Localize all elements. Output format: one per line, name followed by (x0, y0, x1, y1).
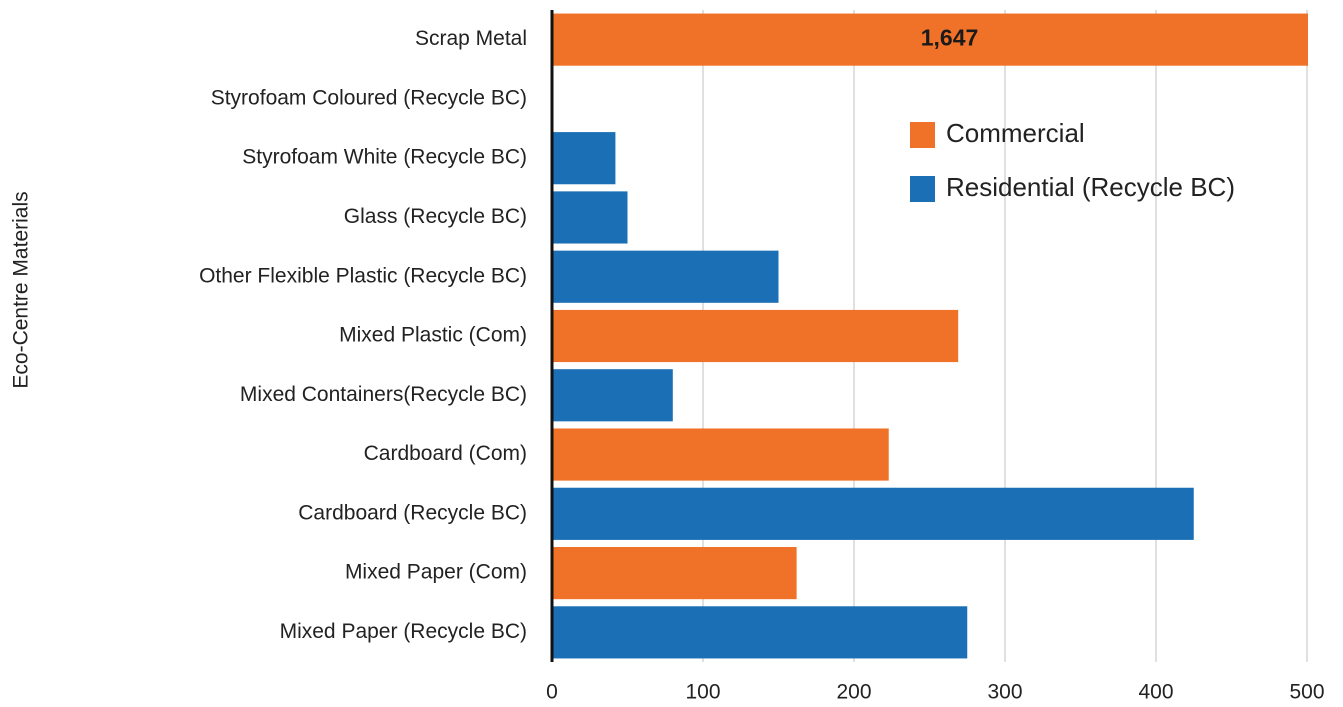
bar (552, 487, 1194, 540)
bar (552, 309, 959, 363)
bar (552, 191, 628, 244)
x-tick-label: 200 (836, 681, 871, 704)
x-tick-label: 300 (987, 681, 1022, 704)
bar (552, 547, 797, 600)
y-tick-label: Cardboard (Recycle BC) (298, 501, 527, 524)
bar (552, 132, 616, 185)
y-tick-label: Mixed Containers(Recycle BC) (240, 383, 527, 406)
y-axis-label: Eco-Centre Materials (10, 191, 33, 388)
y-tick-label: Mixed Plastic (Com) (339, 324, 527, 347)
y-tick-label: Scrap Metal (415, 27, 527, 50)
y-tick-label: Styrofoam Coloured (Recycle BC) (211, 86, 527, 109)
y-tick-label: Styrofoam White (Recycle BC) (242, 146, 527, 169)
x-tick-label: 100 (685, 681, 720, 704)
bar (552, 428, 889, 481)
y-tick-label: Mixed Paper (Com) (345, 561, 527, 584)
legend-swatch (910, 176, 935, 202)
y-tick-label: Other Flexible Plastic (Recycle BC) (199, 264, 527, 287)
bar (552, 369, 673, 422)
x-tick-label: 0 (546, 681, 558, 704)
bar (552, 13, 1308, 66)
y-tick-label: Mixed Paper (Recycle BC) (280, 620, 527, 643)
bar (552, 250, 779, 303)
data-label: 1,647 (921, 25, 979, 51)
y-tick-label: Cardboard (Com) (364, 442, 527, 465)
legend-label: Residential (Recycle BC) (946, 172, 1235, 202)
y-tick-label: Glass (Recycle BC) (344, 205, 527, 228)
legend-label: Commercial (946, 118, 1085, 148)
bar (552, 606, 968, 659)
x-tick-label: 500 (1289, 681, 1324, 704)
legend-swatch (910, 122, 935, 148)
x-tick-label: 400 (1138, 681, 1173, 704)
